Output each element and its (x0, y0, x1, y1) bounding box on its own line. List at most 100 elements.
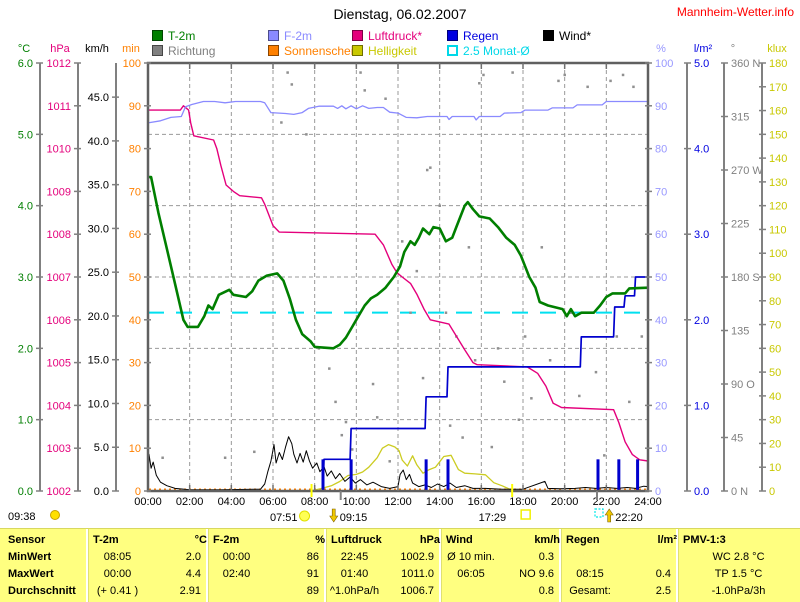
tick-label-sun: 10 (129, 443, 141, 455)
table-cell: 86 (306, 551, 319, 563)
series-regen (148, 276, 648, 492)
x-tick-label: 12:00 (384, 496, 412, 508)
direction-dot (415, 269, 419, 273)
direction-dot (586, 85, 589, 89)
sunset-square-icon (520, 509, 531, 520)
direction-dot (371, 382, 375, 386)
tick-label-hpa: 1007 (47, 272, 71, 284)
direction-dot (448, 424, 452, 427)
tick-label-klux: 100 (769, 248, 787, 260)
x-tick-label: 18:00 (509, 496, 537, 508)
direction-dot (384, 97, 387, 100)
direction-dot (340, 433, 344, 437)
tick-label-kmh: 40.0 (88, 136, 109, 148)
tick-label-klux: 70 (769, 320, 781, 332)
sunrise-time-label: 07:51 (270, 512, 298, 524)
table-cell: 1002.9 (400, 551, 434, 563)
legend-item-regen: Regen (447, 29, 498, 43)
tick-label-hpa: 1008 (47, 229, 71, 241)
legend-swatch-icon (543, 30, 554, 41)
direction-dot (388, 460, 391, 463)
table-cell: 2.5 (655, 585, 671, 597)
direction-dot (511, 71, 514, 74)
legend-swatch-icon (152, 30, 163, 41)
direction-dot (557, 79, 560, 83)
tick-label-lm2: 3.0 (694, 229, 709, 241)
tick-label-kmh: 30.0 (88, 223, 109, 235)
direction-dot (503, 380, 506, 383)
tick-label-hpa: 1005 (47, 358, 71, 370)
tick-label-deg: 360 N (731, 58, 760, 70)
x-tick-label: 06:00 (259, 496, 287, 508)
direction-dot (563, 73, 566, 77)
tick-label-pct: 100 (655, 58, 673, 70)
tick-label-klux: 90 (769, 272, 781, 284)
tick-label-lm2: 2.0 (694, 315, 709, 327)
tick-label-sun: 0 (135, 486, 141, 498)
direction-dot (530, 397, 533, 400)
direction-dot (280, 121, 283, 124)
tick-label-sun: 100 (123, 58, 141, 70)
legend-label: F-2m (284, 28, 312, 43)
direction-dot (400, 240, 404, 243)
table-cell: 0.4 (655, 568, 671, 580)
tick-label-kmh: 15.0 (88, 355, 109, 367)
legend-label: T-2m (168, 28, 196, 43)
tick-label-sun: 20 (129, 400, 141, 412)
table-cell: Durchschnitt (8, 585, 76, 597)
table-separator (206, 529, 209, 602)
tick-label-deg: 180 S (731, 272, 760, 284)
tick-label-pct: 60 (655, 229, 667, 241)
legend-swatch-icon (447, 45, 458, 56)
x-tick-label: 08:00 (301, 496, 329, 508)
series-luftdruck (148, 105, 649, 462)
axis-unit-pct: % (656, 43, 666, 55)
direction-dot (375, 416, 379, 419)
series-t-2m (148, 175, 649, 350)
table-cell: (+ 0.41 ) (96, 585, 139, 597)
table-cell: 06:05 (457, 568, 485, 580)
tick-label-pct: 50 (655, 272, 667, 284)
tick-label-klux: 120 (769, 201, 787, 213)
direction-dot (569, 311, 573, 314)
axis-unit-sun: min (122, 43, 140, 55)
table-cell: 00:00 (222, 551, 251, 563)
table-cell: -1.0hPa/3h (711, 585, 766, 597)
direction-dot (438, 204, 441, 207)
direction-dot (473, 359, 477, 362)
table-separator (86, 529, 89, 602)
direction-dot (223, 456, 227, 460)
tick-label-lm2: 1.0 (694, 400, 709, 412)
tick-label-temp: 6.0 (18, 58, 33, 70)
axis-unit-deg: ° (731, 43, 735, 55)
stats-table: Sensor T-2m °C F-2m% Luftdruck hPa Wind km/h Reg… (0, 528, 800, 602)
direction-dot (482, 73, 485, 77)
series-helligkeit (312, 443, 514, 492)
tick-label-pct: 30 (655, 358, 667, 370)
tick-label-deg: 135 (731, 326, 749, 338)
tick-label-hpa: 1002 (47, 486, 71, 498)
legend-label: Wind* (559, 28, 592, 43)
table-cell: TP 1.5 °C (714, 568, 763, 580)
table-header-cell: hPa (419, 534, 440, 546)
tick-label-klux: 150 (769, 129, 787, 141)
tick-label-kmh: 5.0 (94, 442, 109, 454)
tick-label-klux: 20 (769, 438, 781, 450)
tick-label-deg: 45 (731, 433, 743, 445)
legend-label: Richtung (168, 43, 216, 58)
page-title: Dienstag, 06.02.2007 (333, 6, 467, 22)
tick-label-klux: 40 (769, 391, 781, 403)
tick-label-temp: 0.0 (18, 486, 33, 498)
tick-label-klux: 160 (769, 106, 787, 118)
direction-dot (305, 133, 308, 136)
legend-swatch-icon (447, 30, 458, 41)
direction-dot (467, 246, 471, 249)
tick-label-pct: 10 (655, 443, 667, 455)
tick-label-lm2: 4.0 (694, 144, 709, 156)
direction-dot (444, 311, 448, 314)
direction-dot (334, 400, 337, 404)
branding-link[interactable]: Mannheim-Wetter.info (676, 5, 794, 19)
direction-dot (517, 418, 521, 421)
tick-label-deg: 270 W (731, 165, 763, 177)
x-tick-label: 22:00 (593, 496, 621, 508)
